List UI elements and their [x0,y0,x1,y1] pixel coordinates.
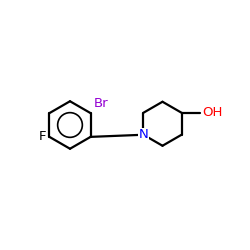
Text: N: N [138,128,148,141]
Text: OH: OH [202,106,223,119]
Text: F: F [39,130,46,143]
Text: Br: Br [94,97,108,110]
